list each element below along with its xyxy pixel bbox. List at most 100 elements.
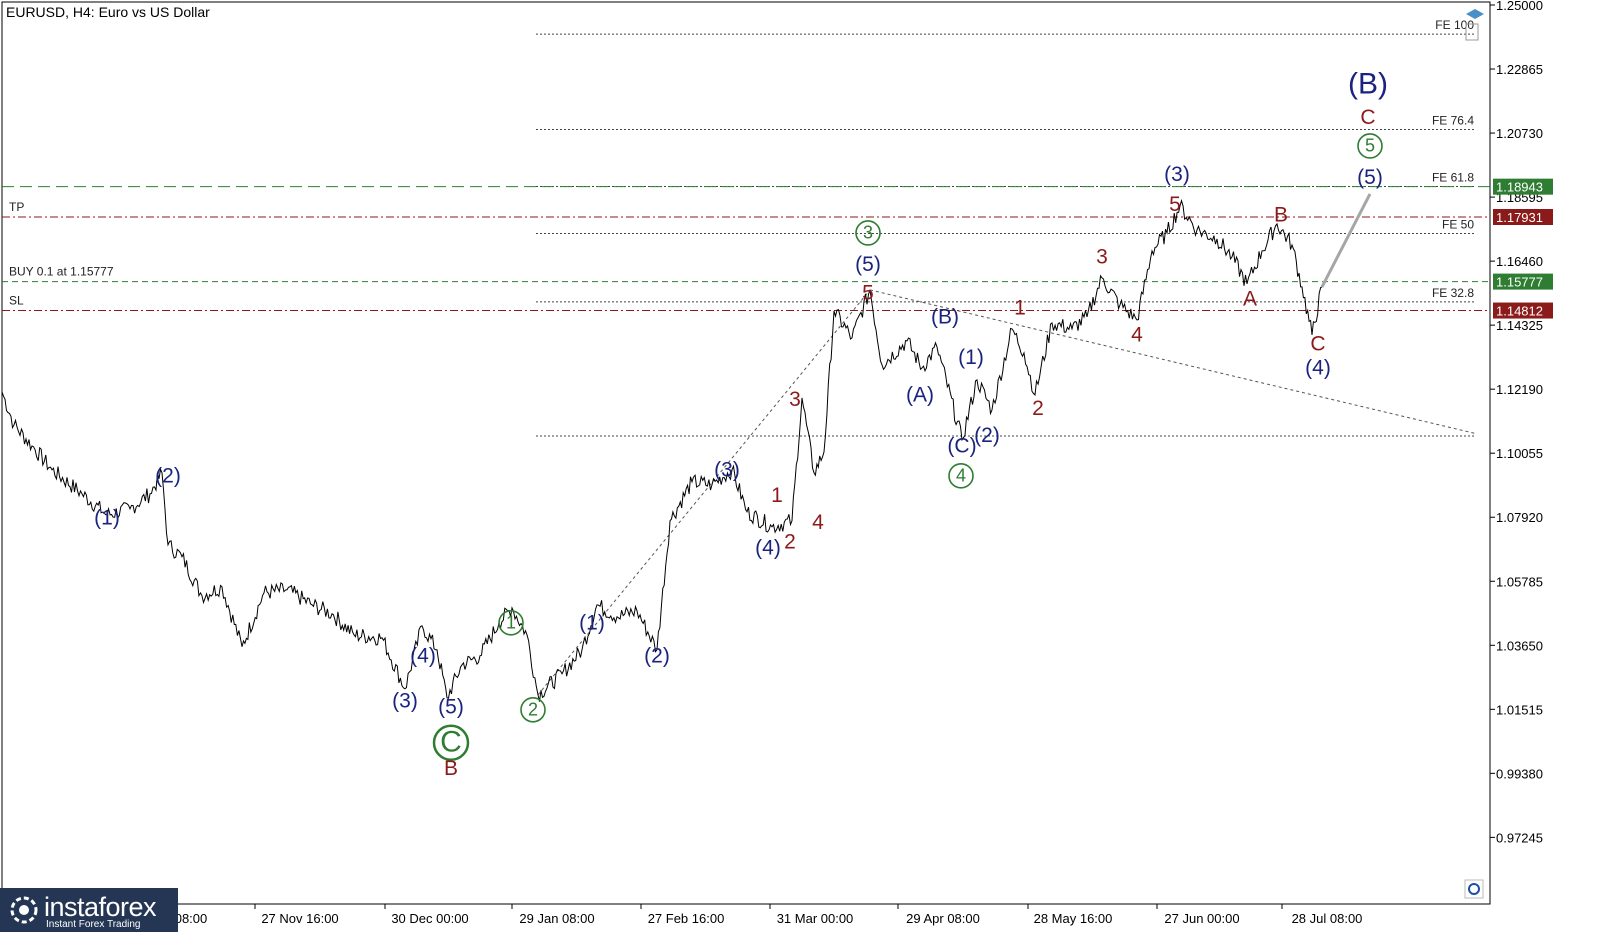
wave-label: (3): [714, 458, 740, 481]
y-tick-label: 1.03650: [1496, 638, 1543, 653]
wave-label: 1: [1014, 296, 1026, 319]
wave-label: 2: [528, 700, 538, 720]
trendline: [869, 289, 1478, 435]
fib-level-label: FE 61.8: [1432, 170, 1474, 184]
plot-frame: [1, 1, 1491, 905]
wave-label: (2): [155, 464, 181, 487]
price-tag-box: [1493, 178, 1553, 195]
x-tick-label: 27 Feb 16:00: [648, 911, 725, 926]
wave-label: (5): [1357, 166, 1383, 189]
x-tick-label: 27 Nov 16:00: [261, 911, 338, 926]
wave-label: 3: [863, 223, 873, 243]
wave-label: (4): [1305, 356, 1331, 379]
logo-subtitle-text: Instant Forex Trading: [46, 919, 141, 930]
wave-label: 5: [862, 281, 874, 304]
trade-lines[interactable]: TP BUY 0.1 at 1.15777 SL: [2, 186, 1490, 312]
fibonacci-levels: FE 100 FE 76.4 FE 61.8 FE 50 FE 32.8: [536, 18, 1475, 437]
scroll-indicator-icon[interactable]: [1464, 879, 1484, 899]
instaforex-logo: instaforex Instant Forex Trading: [0, 888, 178, 932]
wave-label: 1: [771, 484, 783, 507]
wave-label: (4): [410, 644, 436, 667]
price-series-line: [1, 198, 1323, 702]
fib-level-label: FE 32.8: [1432, 286, 1474, 300]
y-tick-label: 1.10055: [1496, 446, 1543, 461]
wave-label-circle: [1357, 133, 1383, 159]
fib-level-label: FE 76.4: [1432, 113, 1474, 127]
wave-label: (3): [1164, 163, 1190, 186]
y-tick-label: 1.20730: [1496, 126, 1543, 141]
wave-label: (B): [931, 305, 959, 328]
wave-label: (5): [855, 253, 881, 276]
wave-label-circle: [520, 696, 546, 723]
y-tick-label: 1.01515: [1496, 702, 1543, 717]
x-tick-label: 28 May 16:00: [1034, 911, 1113, 926]
price-tag-label: 1.18943: [1496, 180, 1543, 195]
wave-label: 2: [784, 530, 796, 553]
wave-label: 4: [812, 511, 824, 534]
price-tag-label: 1.17931: [1496, 210, 1543, 225]
price-tags: 1.17931 1.15777 1.14812 1.18943: [1493, 178, 1553, 319]
y-tick-label: 0.97245: [1496, 830, 1543, 845]
wave-label: 4: [1131, 323, 1143, 346]
wave-label-circle: [432, 724, 470, 762]
y-tick-label: 1.25000: [1496, 0, 1543, 13]
y-tick-label: 0.99380: [1496, 766, 1543, 781]
wave-label: 1: [506, 613, 516, 633]
y-tick-label: 1.12190: [1496, 382, 1543, 397]
x-tick-label: 31 Mar 00:00: [777, 911, 854, 926]
price-tag-label: 1.14812: [1496, 304, 1543, 319]
fib-level-label: FE 50: [1442, 218, 1474, 232]
wave-label-circle: [855, 220, 881, 246]
logo-brand-text: instaforex: [44, 892, 157, 922]
wave-label: (B): [1348, 67, 1388, 100]
wave-label: (C): [947, 434, 976, 457]
wave-label: 3: [789, 388, 801, 411]
wave-label: A: [1243, 287, 1257, 310]
wave-label: (1): [94, 506, 120, 529]
wave-label: C: [440, 726, 462, 759]
wave-label: 4: [956, 466, 966, 486]
price-tag-box: [1493, 302, 1553, 319]
wave-label-circle: [498, 609, 524, 636]
y-tick-label: 1.16460: [1496, 254, 1543, 269]
wave-label: B: [1274, 203, 1288, 226]
trade-level-label: BUY 0.1 at 1.15777: [9, 265, 114, 279]
wave-label: (2): [644, 644, 670, 667]
x-tick-label: 29 Apr 08:00: [906, 911, 980, 926]
trade-level-label: SL: [9, 294, 24, 308]
wave-label: C: [1360, 106, 1375, 129]
price-tag-label: 1.15777: [1496, 275, 1543, 290]
trendlines: [537, 289, 1478, 696]
wave-label: 5: [1365, 136, 1375, 156]
wave-label: (4): [755, 536, 781, 559]
wave-label: (5): [438, 695, 464, 718]
price-tag-box: [1493, 273, 1553, 290]
price-tag-box: [1493, 208, 1553, 225]
trade-level-label: TP: [9, 200, 24, 214]
wave-label: (1): [958, 346, 984, 369]
y-tick-label: 1.14325: [1496, 318, 1543, 333]
wave-label-circle: [948, 463, 974, 489]
wave-label: 3: [1096, 245, 1108, 268]
chart-header: EURUSD, H4: Euro vs US Dollar: [6, 4, 210, 20]
wave-label: 5: [1169, 193, 1181, 216]
x-tick-label: 29 Jan 08:00: [519, 911, 594, 926]
x-axis: 08:00 27 Nov 16:00 30 Dec 00:00 29 Jan 08:0…: [145, 904, 1363, 926]
x-tick-label: 08:00: [175, 911, 208, 926]
y-tick-label: 1.05785: [1496, 574, 1543, 589]
wave-label: C: [1310, 332, 1325, 355]
wave-label: (2): [974, 424, 1000, 447]
trade-levels-icon[interactable]: [1465, 9, 1484, 41]
wave-label: 2: [1032, 397, 1044, 420]
y-tick-label: 1.22865: [1496, 62, 1543, 77]
projection-arrow: [1320, 193, 1372, 288]
y-tick-label: 1.07920: [1496, 510, 1543, 525]
wave-label: (1): [579, 611, 605, 634]
wave-label: (3): [392, 689, 418, 712]
y-axis: 1.250001.228651.207301.185951.164601.143…: [1490, 0, 1543, 845]
x-tick-label: 28 Jul 08:00: [1292, 911, 1363, 926]
wave-labels: (1)(2)(4)(3) (5)CB1 (1)2(2)(3)(4)12343(5)5…: [94, 67, 1388, 779]
wave-label: (A): [906, 383, 934, 406]
wave-label: B: [444, 757, 458, 780]
